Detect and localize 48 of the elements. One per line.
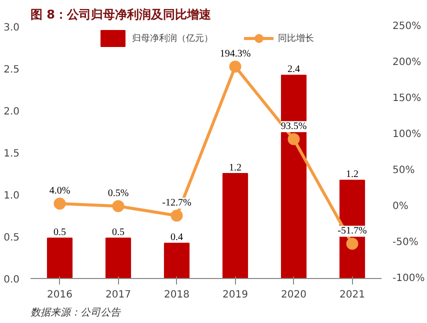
data-label: 0.5 — [54, 227, 66, 238]
bar — [164, 242, 190, 278]
y-tick-label: 3.0 — [4, 22, 20, 34]
bar — [46, 238, 73, 278]
y2-tick-label: -50% — [392, 237, 418, 248]
data-label: 2.4 — [288, 64, 300, 76]
point — [288, 133, 300, 146]
y-tick-label: 1.5 — [4, 148, 20, 160]
point — [229, 60, 242, 73]
bar — [280, 74, 307, 278]
y-tick-label: 1.0 — [4, 190, 20, 202]
legend-label: 同比增长 — [278, 32, 314, 44]
x-tick-label: 2021 — [340, 290, 365, 300]
data-label: 4.0% — [49, 186, 70, 197]
y2-tick-label: 200% — [392, 57, 422, 68]
data-label: 0.4 — [170, 232, 183, 244]
bar — [222, 173, 248, 278]
point — [54, 198, 66, 210]
data-label: 93.5% — [280, 121, 307, 132]
point — [170, 210, 183, 222]
y2-tick-label: 50% — [392, 165, 415, 176]
y-tick-label: 0.5 — [4, 232, 20, 244]
bar — [105, 238, 132, 278]
y-tick-label: 2.5 — [4, 64, 20, 76]
chart-title: 图 8：公司归母净利润及同比增速 — [30, 8, 212, 22]
y2-tick-label: 250% — [392, 21, 422, 32]
data-label: 1.2 — [346, 169, 358, 180]
x-tick-label: 2017 — [106, 290, 131, 300]
data-label: 0.5% — [108, 188, 129, 200]
point — [346, 238, 358, 250]
y2-tick-label: 100% — [392, 129, 422, 140]
legend-label: 归母净利润（亿元） — [132, 32, 213, 44]
source-note: 数据来源：公司公告 — [30, 306, 122, 318]
y-tick-label: 0.0 — [4, 274, 20, 286]
data-label: 0.5 — [112, 227, 124, 238]
y2-tick-label: -100% — [392, 273, 425, 284]
y-tick-label: 2.0 — [4, 106, 20, 118]
x-tick-label: 2016 — [47, 290, 72, 300]
y2-tick-label: 150% — [392, 93, 422, 104]
data-label: -51.7% — [338, 226, 367, 237]
x-tick-label: 2018 — [164, 290, 190, 300]
point — [112, 200, 124, 212]
x-tick-label: 2020 — [281, 290, 306, 300]
y2-tick-label: 0% — [392, 201, 408, 212]
x-tick-label: 2019 — [222, 290, 248, 300]
data-label: -12.7% — [162, 198, 192, 209]
data-label: 1.2 — [229, 162, 242, 174]
data-label: 194.3% — [220, 48, 251, 60]
